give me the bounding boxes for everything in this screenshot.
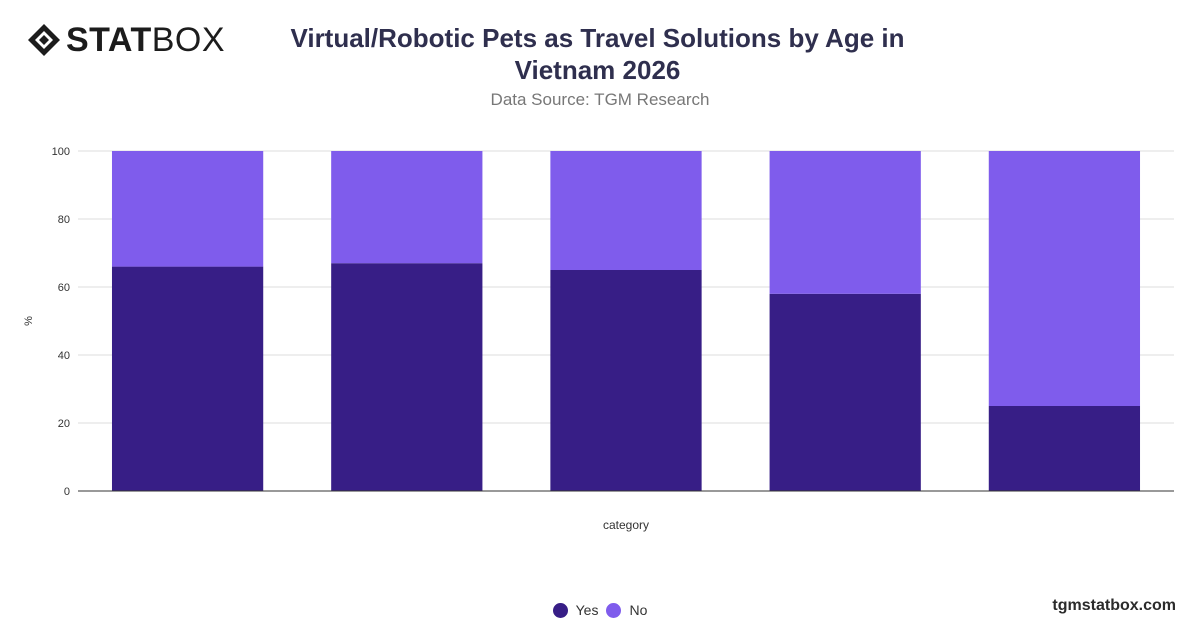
axes: 0 20 40 60 80 100 [52,146,1174,498]
y-tick-label-100: 100 [52,146,70,158]
bars [111,151,1141,491]
y-tick-label-60: 60 [58,282,70,294]
x-axis-label: category [603,518,649,532]
y-tick-label-20: 20 [58,418,70,430]
legend-label-yes: Yes [575,602,599,618]
legend-item-yes[interactable]: Yes [552,602,599,618]
statbox-logo-icon [28,24,60,56]
y-tick-label-0: 0 [64,486,70,498]
bar-no-2 [331,151,483,264]
legend-swatch-no [606,602,622,618]
y-axis-label: % [23,316,35,326]
statbox-logo: STATBOX [26,22,225,58]
logo-text-bold: STAT [66,21,152,59]
logo-wordmark: STATBOX [66,22,225,58]
bar-no-1 [111,151,264,267]
chart-subtitle: Data Source: TGM Research [490,90,710,109]
chart-legend: Yes No [0,602,1200,618]
bar-yes-5 [988,406,1141,491]
y-tick-label-40: 40 [58,350,70,362]
bar-no-3 [550,151,702,270]
bar-yes-3 [550,270,702,491]
chart-title: Virtual/Robotic Pets as Travel Solutions… [290,23,905,85]
bar-no-4 [769,151,921,294]
y-tick-label-80: 80 [58,214,70,226]
source-site[interactable]: tgmstatbox.com [1052,597,1176,614]
bar-yes-1 [111,266,264,491]
bar-no-5 [988,151,1141,406]
legend-swatch-yes [552,602,568,618]
logo-text-light: BOX [151,21,226,59]
legend-label-no: No [629,602,648,618]
bar-yes-4 [769,293,921,491]
bar-yes-2 [331,263,483,491]
legend-item-no[interactable]: No [606,602,647,618]
